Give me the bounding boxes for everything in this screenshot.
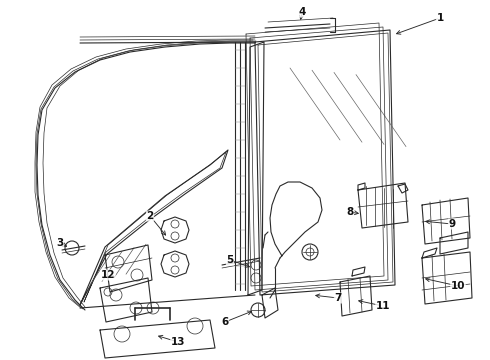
Text: 7: 7 xyxy=(334,293,342,303)
Text: 1: 1 xyxy=(437,13,443,23)
Text: 10: 10 xyxy=(451,281,465,291)
Text: 13: 13 xyxy=(171,337,185,347)
Text: 2: 2 xyxy=(147,211,154,221)
Text: 6: 6 xyxy=(221,317,229,327)
Text: 5: 5 xyxy=(226,255,234,265)
Text: 9: 9 xyxy=(448,219,456,229)
Text: 8: 8 xyxy=(346,207,354,217)
Text: 4: 4 xyxy=(298,7,306,17)
Text: 12: 12 xyxy=(101,270,115,280)
Text: 3: 3 xyxy=(56,238,64,248)
Text: 11: 11 xyxy=(376,301,390,311)
